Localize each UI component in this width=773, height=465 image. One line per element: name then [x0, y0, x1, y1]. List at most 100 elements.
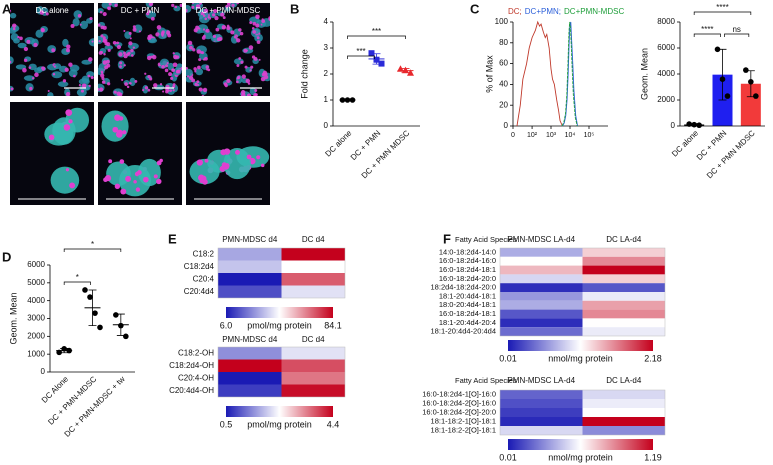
- panel-letter: E: [168, 231, 177, 246]
- stain-dot: [186, 11, 187, 12]
- cell-nucleus: [223, 148, 251, 180]
- stain-dot: [205, 28, 210, 33]
- stain-dot: [171, 68, 176, 72]
- significance-bracket: [347, 35, 406, 39]
- heatmap-cell: [582, 292, 665, 301]
- y-tick-label: 6000: [657, 43, 675, 52]
- stain-dot: [113, 90, 117, 94]
- heatmap-cell: [218, 248, 282, 261]
- row-label: 18:1-20:4d4-20:4d4: [431, 327, 496, 336]
- row-label: 18:1-20:4d4-18:1: [439, 291, 496, 300]
- stain-dot: [223, 148, 231, 155]
- heatmap-cell: [582, 327, 665, 336]
- stain-dot: [256, 155, 261, 160]
- row-label: 14:0-18:2d4-14:0: [439, 247, 496, 256]
- cell-nucleus: [23, 75, 35, 81]
- stain-dot: [112, 126, 119, 133]
- stain-dot: [26, 39, 31, 44]
- colorbar: [226, 307, 333, 318]
- stain-dot: [146, 55, 152, 61]
- stain-dot: [66, 44, 71, 49]
- stain-dot: [254, 89, 258, 92]
- micrograph-title: DC + PMN-MDSC: [196, 6, 261, 15]
- heatmap-cell: [500, 318, 583, 328]
- heatmap-cell: [582, 300, 665, 310]
- stain-dot: [191, 5, 195, 9]
- y-tick-label: 6000: [27, 260, 45, 269]
- data-point: [748, 79, 754, 85]
- row-label: 16:0-18:2d4-20:0: [439, 274, 496, 283]
- stain-dot: [204, 158, 209, 163]
- x-tick-label: 0: [511, 132, 515, 139]
- stain-dot: [23, 58, 28, 63]
- heatmap-cell: [500, 300, 583, 310]
- stain-dot: [118, 52, 123, 57]
- heatmap-border: [499, 389, 666, 436]
- heatmap-cell: [582, 399, 665, 408]
- stain-dot: [173, 54, 178, 60]
- stain-dot: [123, 53, 128, 59]
- y-tick-label: 60: [499, 59, 508, 68]
- stain-dot: [239, 31, 244, 36]
- stain-dot: [171, 3, 175, 8]
- stain-dot: [29, 86, 33, 91]
- y-axis-label: Geom. Mean: [8, 292, 18, 344]
- panel-letter: A: [2, 1, 12, 16]
- stain-dot: [195, 4, 201, 9]
- y-axis-label: Geom. Mean: [639, 48, 649, 100]
- heatmap-cell: [218, 384, 282, 397]
- panel-letter: B: [290, 1, 299, 16]
- stain-dot: [128, 31, 132, 35]
- stain-dot: [241, 74, 246, 79]
- stain-dot: [198, 87, 203, 92]
- stain-dot: [126, 85, 130, 89]
- data-point: [719, 76, 726, 82]
- row-label: C18:2: [193, 249, 215, 258]
- y-tick-label: 1: [324, 95, 329, 104]
- stain-dot: [193, 67, 197, 71]
- stain-dot: [213, 8, 218, 14]
- stain-dot: [53, 65, 56, 68]
- stain-dot: [196, 80, 200, 84]
- heatmap-cell: [218, 347, 282, 360]
- stain-dot: [186, 67, 188, 70]
- stain-dot: [12, 23, 17, 28]
- stain-dot: [10, 9, 12, 13]
- significance-label: *: [76, 273, 79, 282]
- significance-bracket: [724, 33, 750, 37]
- cell-nucleus: [50, 166, 80, 194]
- stain-dot: [174, 5, 178, 9]
- column-header: DC d4: [302, 235, 325, 244]
- x-tick-label: 10⁴: [565, 132, 576, 139]
- stain-dot: [236, 38, 241, 43]
- micrograph: [98, 102, 182, 205]
- row-label: 16:0-18:2d4-2[O]-20:0: [422, 407, 496, 416]
- micrograph: [98, 3, 182, 96]
- histogram-line: [516, 20, 563, 127]
- stain-dot: [65, 109, 73, 116]
- stain-dot: [153, 174, 158, 179]
- stain-dot: [198, 58, 202, 62]
- row-label: 18:0-20:4d4-18:1: [439, 300, 496, 309]
- stain-dot: [39, 10, 45, 15]
- colorbar: [508, 439, 653, 450]
- row-header: Fatty Acid Species: [455, 235, 517, 244]
- stain-dot: [188, 75, 194, 80]
- data-point: [753, 93, 759, 99]
- stain-dot: [205, 65, 209, 69]
- stain-dot: [202, 179, 208, 185]
- row-label: 18:1-18:2-2[O]-18:1: [431, 425, 496, 434]
- stain-dot: [204, 17, 208, 21]
- stain-dot: [226, 25, 231, 31]
- stain-dot: [103, 177, 108, 183]
- stain-dot: [200, 11, 205, 16]
- stain-dot: [91, 40, 94, 43]
- legend-entry: DC;: [508, 7, 522, 16]
- colorbar: [508, 340, 653, 351]
- stain-dot: [186, 8, 188, 13]
- stain-dot: [136, 170, 142, 175]
- heatmap-cell: [500, 274, 583, 284]
- heatmap-cell: [582, 274, 665, 284]
- heatmap-cell: [500, 292, 583, 301]
